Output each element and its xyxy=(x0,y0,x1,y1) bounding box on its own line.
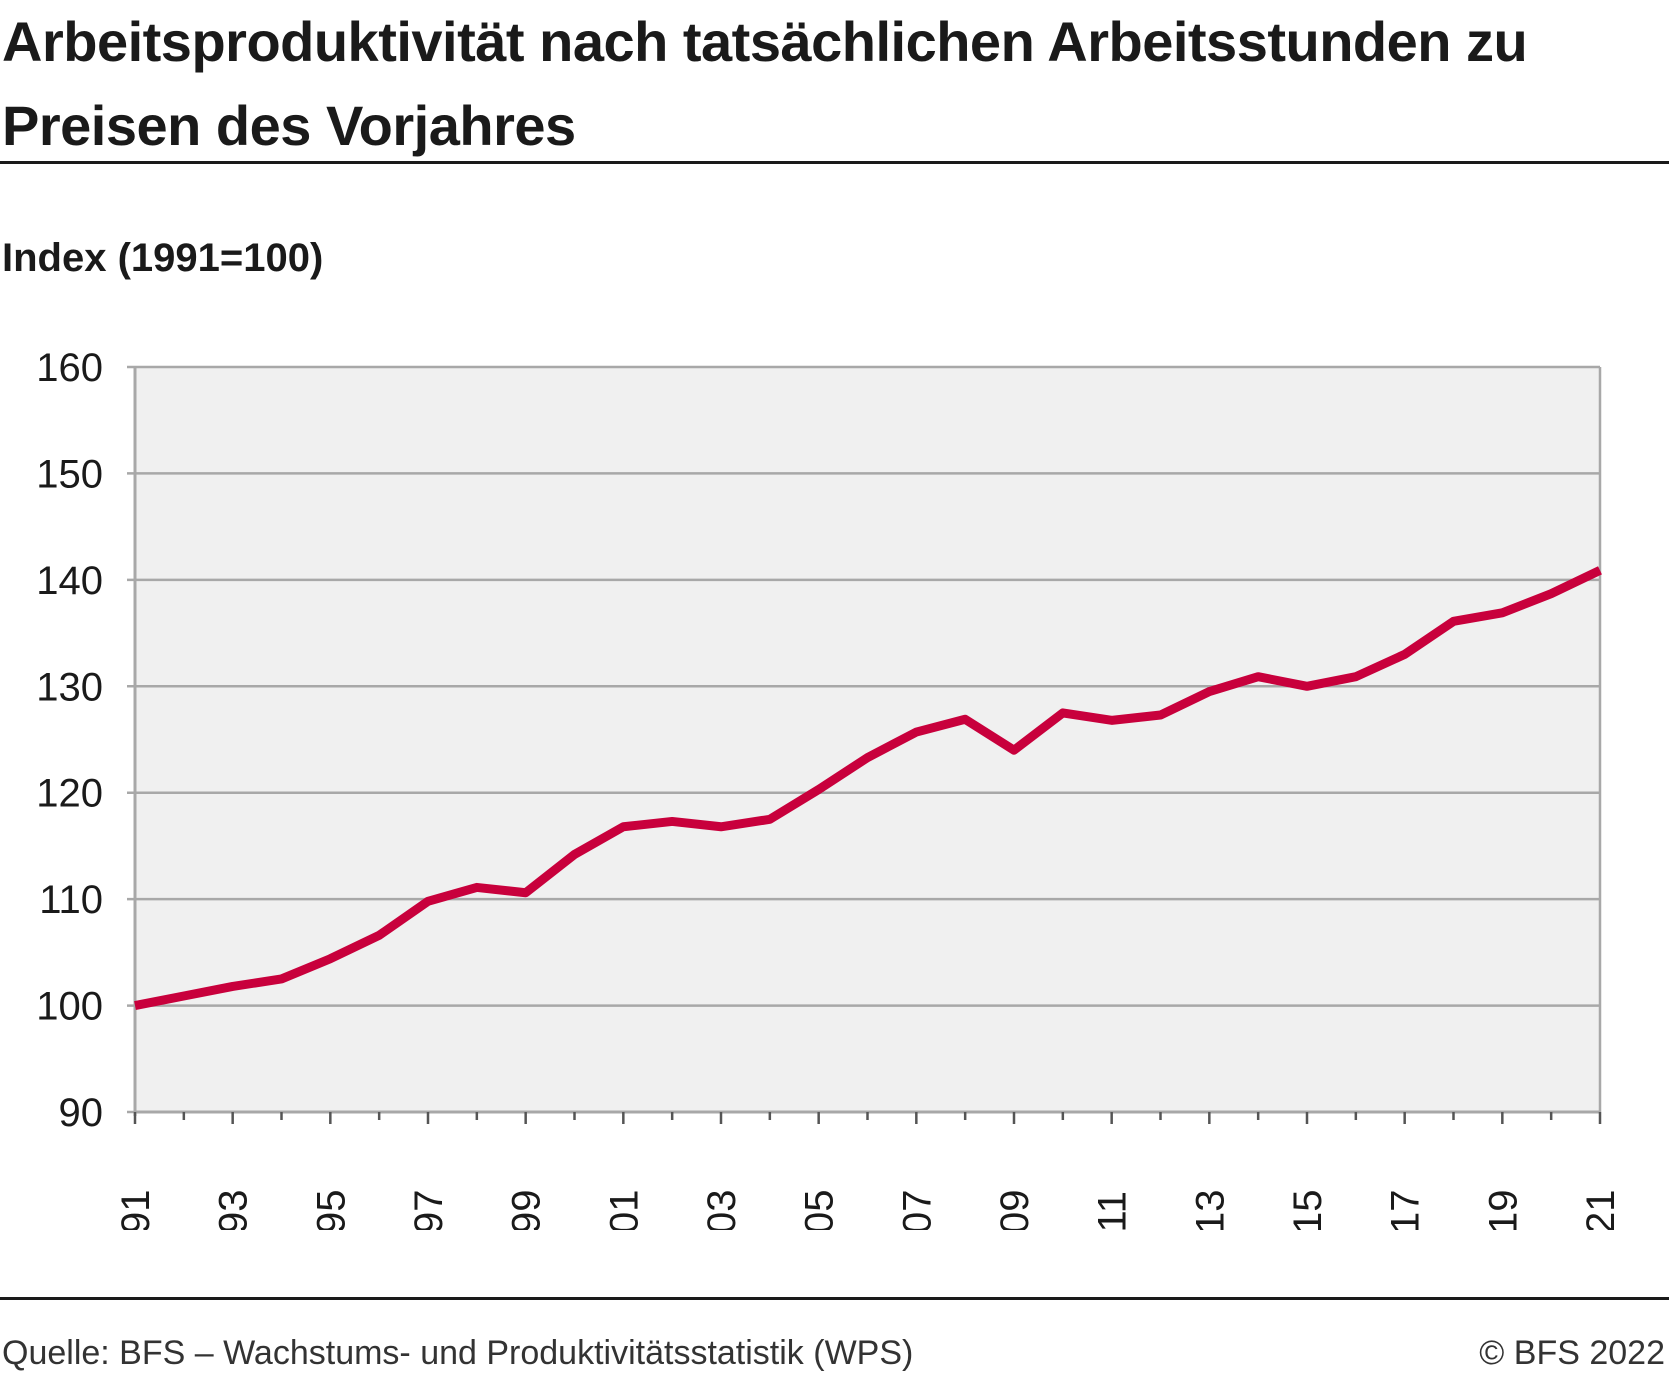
x-tick-label: 1997 xyxy=(407,1190,451,1230)
y-tick-label: 120 xyxy=(36,772,103,816)
x-tick-label: 1993 xyxy=(212,1190,256,1230)
y-tick-label: 100 xyxy=(36,985,103,1029)
x-tick-label: 2017 xyxy=(1384,1190,1428,1230)
x-tick-label: 2007 xyxy=(895,1190,939,1230)
x-tick-label: 2003 xyxy=(700,1190,744,1230)
x-tick-label: 2021 xyxy=(1579,1190,1623,1230)
y-tick-label: 150 xyxy=(36,452,103,496)
x-tick-label: 2019 xyxy=(1481,1190,1525,1230)
x-tick-label: 2001 xyxy=(602,1190,646,1230)
line-chart: 90 100 110 120 130 140 150 160 1991 1993 1995 1997 1… xyxy=(36,346,1623,1230)
chart-title: Arbeitsproduktivität nach tatsächlichen … xyxy=(2,10,1528,157)
y-tick-label: 110 xyxy=(39,878,103,922)
x-tick-label: 1999 xyxy=(505,1190,549,1230)
title-divider xyxy=(0,161,1669,164)
y-axis-label: Index (1991=100) xyxy=(2,236,324,280)
plot-area xyxy=(135,367,1600,1112)
copyright-note: © BFS 2022 xyxy=(1479,1334,1665,1372)
x-tick-label: 2015 xyxy=(1286,1190,1330,1230)
y-tick-label: 90 xyxy=(59,1091,104,1135)
x-tick-label: 2009 xyxy=(993,1190,1037,1230)
x-tick-label: 1995 xyxy=(309,1190,353,1230)
x-tick-label: 1991 xyxy=(114,1190,158,1230)
footer-divider xyxy=(0,1297,1669,1300)
y-tick-label: 130 xyxy=(36,665,103,709)
y-tick-label: 160 xyxy=(36,346,103,390)
y-tick-label: 140 xyxy=(36,559,103,603)
x-tick-label: 2011 xyxy=(1091,1191,1135,1230)
source-note: Quelle: BFS – Wachstums- und Produktivit… xyxy=(2,1334,914,1372)
x-tick-label: 2005 xyxy=(798,1190,842,1230)
